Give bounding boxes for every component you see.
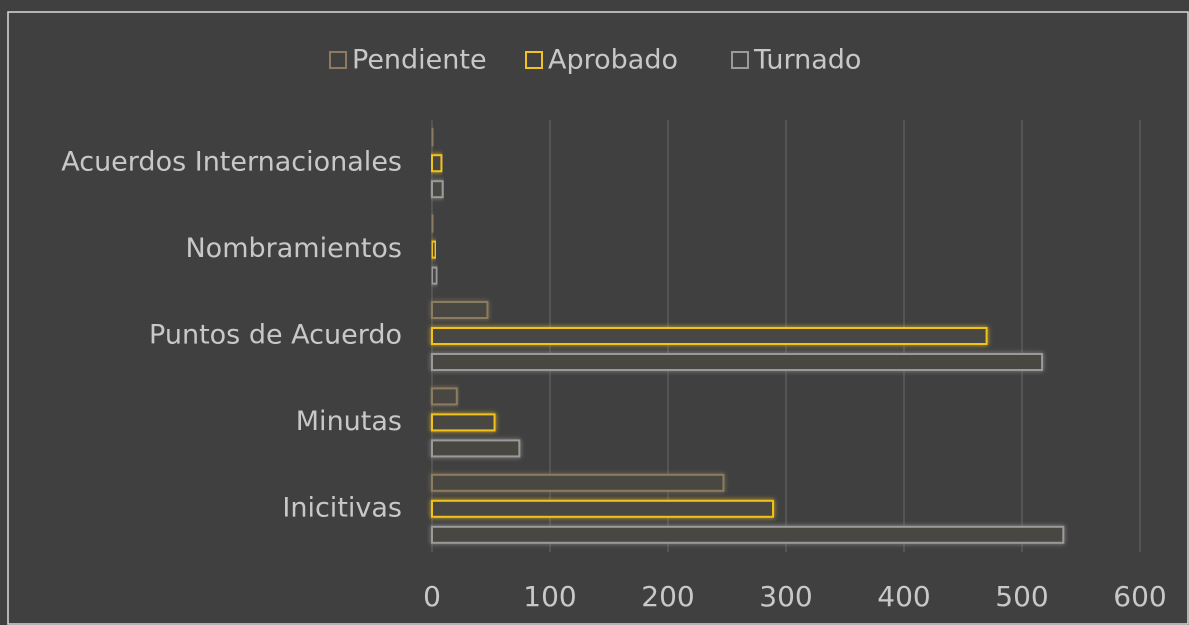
bar xyxy=(431,180,444,199)
legend-swatch xyxy=(731,51,749,69)
chart-frame xyxy=(7,11,1189,625)
bar xyxy=(431,266,438,285)
bar xyxy=(431,240,437,259)
x-tick-label: 0 xyxy=(423,580,441,613)
x-tick-label: 100 xyxy=(523,580,576,613)
legend-swatch xyxy=(329,51,347,69)
x-tick-label: 300 xyxy=(759,580,812,613)
legend-swatch xyxy=(525,51,543,69)
y-tick-label: Acuerdos Internacionales xyxy=(61,147,402,178)
y-tick-label: Inicitivas xyxy=(282,492,402,523)
x-tick-label: 500 xyxy=(995,580,1048,613)
bar xyxy=(431,525,1065,544)
bar xyxy=(431,387,458,406)
legend-label: Pendiente xyxy=(352,45,487,76)
y-tick-label: Puntos de Acuerdo xyxy=(149,320,402,351)
legend-label: Aprobado xyxy=(548,45,678,76)
bar xyxy=(431,499,775,518)
x-tick-label: 400 xyxy=(877,580,930,613)
x-tick-label: 600 xyxy=(1113,580,1166,613)
y-tick-label: Minutas xyxy=(296,406,402,437)
bar xyxy=(431,214,435,233)
legend-label: Turnado xyxy=(753,45,861,76)
y-tick-label: Nombramientos xyxy=(185,233,402,264)
bar xyxy=(431,413,496,432)
bar xyxy=(431,473,725,492)
x-tick-label: 200 xyxy=(641,580,694,613)
bar xyxy=(431,154,443,173)
bar xyxy=(431,301,489,319)
bar xyxy=(431,327,988,345)
bar xyxy=(431,353,1044,371)
bar xyxy=(431,439,521,458)
bar xyxy=(431,128,435,147)
